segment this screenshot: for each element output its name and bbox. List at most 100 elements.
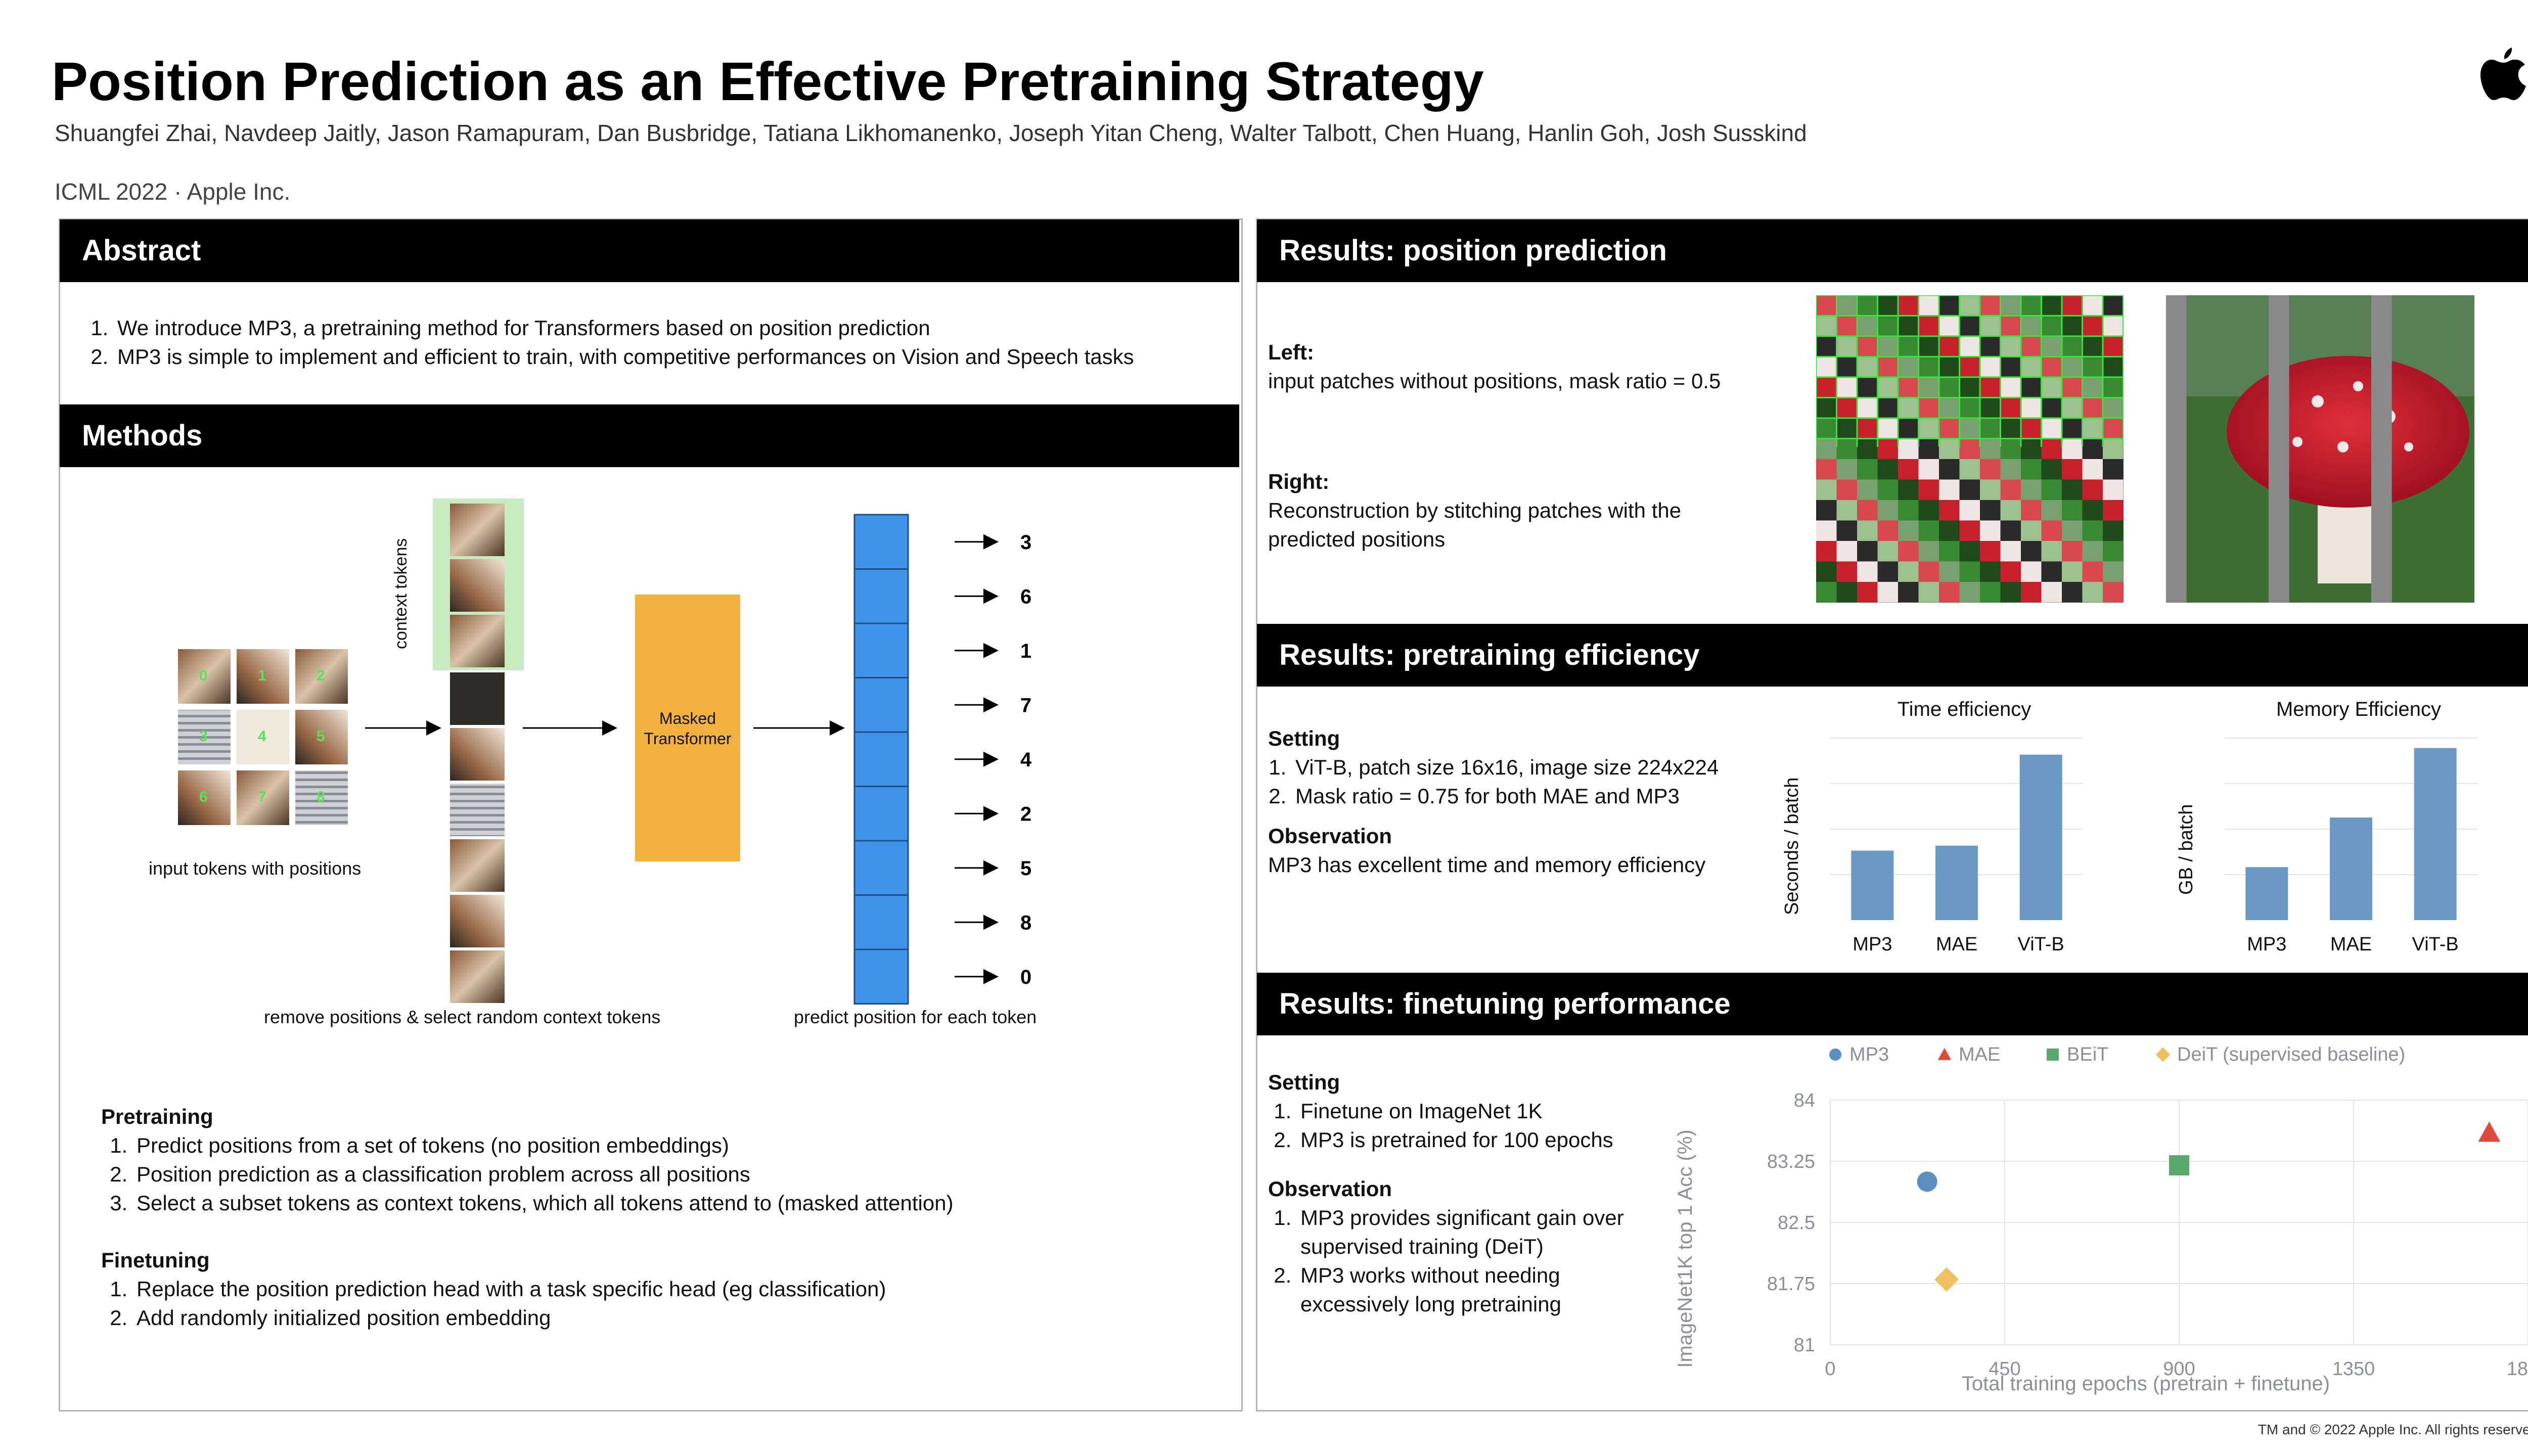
finetuning-text: Setting Finetune on ImageNet 1K MP3 is p…: [1268, 1068, 1799, 1318]
image-patch: [2021, 561, 2042, 582]
image-patch: [1898, 459, 1919, 480]
image-patch: [1918, 561, 1939, 582]
image-patch: [2062, 520, 2083, 541]
abstract-list: We introduce MP3, a pretraining method f…: [81, 313, 1257, 371]
image-patch: [2062, 479, 2083, 500]
predicted-position: 0: [1020, 966, 1031, 988]
masked-patch: [2269, 356, 2289, 377]
image-patch: [2062, 459, 2083, 480]
input-token-grid: [178, 649, 348, 825]
image-patch: [1836, 561, 1857, 582]
legend-marker: [2047, 1049, 2059, 1061]
masked-patch: [2269, 397, 2289, 418]
image-patch: [2000, 582, 2021, 603]
image-patch: [2000, 479, 2021, 500]
copyright-footer: TM and © 2022 Apple Inc. All rights rese…: [2258, 1422, 2528, 1437]
image-patch: [1877, 500, 1898, 521]
image-patch: [2000, 520, 2021, 541]
masked-patch: [2269, 336, 2289, 357]
output-token-cell: [853, 677, 909, 733]
output-token-cell: [853, 840, 909, 896]
image-patch: [1816, 541, 1837, 562]
observation-item: MP3 provides significant gain over super…: [1297, 1203, 1661, 1261]
predicted-position: 3: [1020, 531, 1031, 554]
image-patch: [1980, 582, 2001, 603]
masked-patch: [2269, 479, 2289, 500]
masked-patch: [2166, 397, 2187, 418]
masked-patch: [2166, 438, 2187, 459]
abstract-header: Abstract: [60, 219, 1239, 282]
predicted-position: 6: [1020, 585, 1031, 608]
poster-title: Position Prediction as an Effective Pret…: [52, 51, 1484, 112]
image-patch: [2082, 459, 2103, 480]
observation-title: Observation: [1268, 824, 1392, 848]
reconstruction-image: [2166, 295, 2474, 603]
grid-number: 4: [258, 728, 266, 745]
chart-ylabel: GB / batch: [2176, 804, 2197, 895]
input-caption: input tokens with positions: [149, 858, 361, 879]
output-token-column: [853, 514, 999, 1005]
predicted-position: 2: [1020, 803, 1031, 825]
image-patch: [2000, 561, 2021, 582]
image-patch: [1816, 520, 1837, 541]
category-label: MP3: [1853, 934, 1892, 955]
image-patch: [1816, 479, 1837, 500]
time-efficiency-chart: Time efficiency Seconds / batch MP3 MAE Vi…: [1781, 698, 2083, 955]
output-token-cell: [853, 948, 909, 1005]
finetuning-item: Replace the position prediction head wit…: [133, 1275, 1213, 1303]
image-patch: [2062, 582, 2083, 603]
image-patch: [1959, 520, 1980, 541]
image-patch: [1939, 520, 1960, 541]
masked-patch: [2269, 582, 2289, 603]
masked-patch: [2269, 418, 2289, 439]
image-patch: [1918, 520, 1939, 541]
image-patch: [1836, 541, 1857, 562]
bar-MP3: [2245, 867, 2288, 920]
image-patch: [1877, 561, 1898, 582]
image-patch: [1898, 479, 1919, 500]
masked-patch: [2269, 520, 2289, 541]
masked-patch: [2371, 397, 2392, 418]
setting-item: ViT-B, patch size 16x16, image size 224x…: [1292, 753, 1799, 782]
image-patch: [2000, 459, 2021, 480]
image-patch: [2103, 582, 2124, 603]
image-patch: [1918, 500, 1939, 521]
masked-patch: [2269, 459, 2289, 480]
masked-patch: [2371, 377, 2392, 398]
category-label: MP3: [2247, 934, 2286, 955]
image-patch: [1877, 541, 1898, 562]
category-label: ViT-B: [2412, 934, 2459, 955]
setting-item: Mask ratio = 0.75 for both MAE and MP3: [1292, 782, 1799, 810]
image-patch: [1980, 561, 2001, 582]
image-patch: [1836, 582, 1857, 603]
masked-patch: [2371, 561, 2392, 582]
image-patch: [1877, 520, 1898, 541]
pretraining-item: Predict positions from a set of tokens (…: [133, 1131, 1213, 1160]
masked-patch: [2371, 500, 2392, 521]
position-prediction-text: Left: input patches without positions, m…: [1268, 338, 1774, 554]
masked-patch: [2371, 582, 2392, 603]
image-patch: [1918, 459, 1939, 480]
x-tick-label: 1350: [2332, 1358, 2375, 1380]
masked-patch: [2166, 500, 2187, 521]
image-patch: [1857, 561, 1878, 582]
grid-number: 2: [317, 667, 325, 684]
left-title: Left:: [1268, 340, 1314, 364]
image-patch: [1980, 541, 2001, 562]
image-patch: [1939, 582, 1960, 603]
pretraining-item: Position prediction as a classification …: [133, 1160, 1213, 1189]
x-tick-label: 450: [1989, 1358, 2020, 1380]
image-patch: [1816, 561, 1837, 582]
image-patch: [2041, 479, 2062, 500]
image-patch: [2082, 479, 2103, 500]
image-patch: [1959, 561, 1980, 582]
masked-patch: [2371, 438, 2392, 459]
image-patch: [1816, 500, 1837, 521]
image-patch: [1980, 459, 2001, 480]
image-patch: [1898, 520, 1919, 541]
output-token-cell: [853, 514, 909, 570]
prediction-list: 3 6 1 7 4 2 5 8 0: [1020, 531, 1032, 988]
masked-patch: [2166, 295, 2187, 316]
token-column: [450, 504, 505, 1003]
observation-item: MP3 works without needing excessively lo…: [1297, 1261, 1661, 1318]
